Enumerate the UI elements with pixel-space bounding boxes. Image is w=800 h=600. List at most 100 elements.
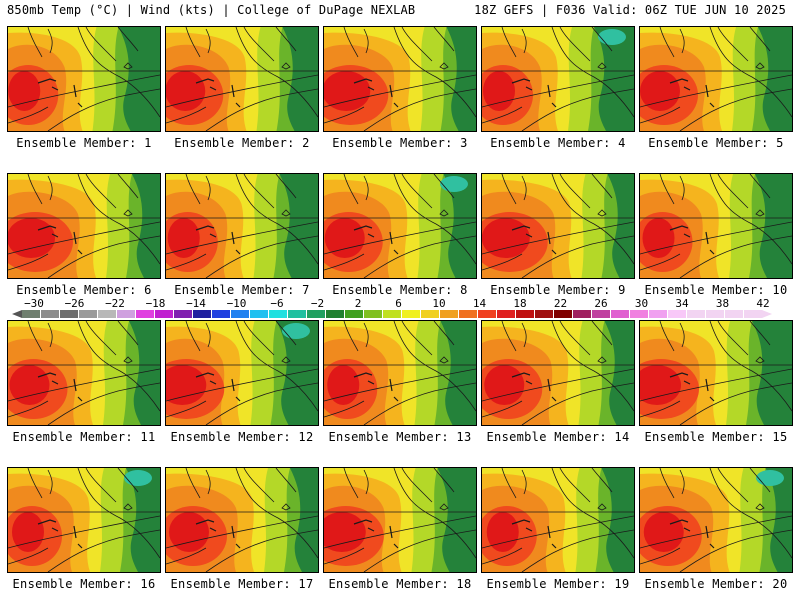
ensemble-member-label: Ensemble Member: 7: [174, 283, 310, 297]
colorbar-tick-label: −26: [64, 297, 85, 310]
temperature-field: [324, 174, 476, 278]
ensemble-member-label: Ensemble Member: 15: [644, 430, 788, 444]
ensemble-map[interactable]: [481, 320, 635, 426]
ensemble-panel[interactable]: Ensemble Member: 14: [481, 320, 635, 444]
ensemble-panel[interactable]: Ensemble Member: 5: [639, 26, 793, 150]
colorbar-cell: [630, 310, 649, 318]
ensemble-map[interactable]: [323, 320, 477, 426]
colorbar-tick-label: −6: [270, 297, 284, 310]
colorbar-cell: [307, 310, 326, 318]
ensemble-map[interactable]: [165, 173, 319, 279]
ensemble-panel[interactable]: Ensemble Member: 3: [323, 26, 477, 150]
ensemble-map[interactable]: [165, 467, 319, 573]
colorbar-cell: [269, 310, 288, 318]
ensemble-panel[interactable]: Ensemble Member: 12: [165, 320, 319, 444]
colorbar-tick-label: 6: [395, 297, 402, 310]
ensemble-map[interactable]: [481, 467, 635, 573]
ensemble-panel[interactable]: Ensemble Member: 20: [639, 467, 793, 591]
temperature-field: [640, 27, 792, 131]
ensemble-panel[interactable]: Ensemble Member: 13: [323, 320, 477, 444]
colorbar-tick-label: 34: [675, 297, 689, 310]
ensemble-panel[interactable]: Ensemble Member: 9: [481, 173, 635, 297]
ensemble-panel[interactable]: Ensemble Member: 1: [7, 26, 161, 150]
colorbar-cell: [136, 310, 155, 318]
temperature-field: [324, 321, 476, 425]
ensemble-map[interactable]: [165, 26, 319, 132]
colorbar-cell: [193, 310, 212, 318]
ensemble-map[interactable]: [639, 320, 793, 426]
ensemble-map[interactable]: [7, 173, 161, 279]
ensemble-member-label: Ensemble Member: 5: [648, 136, 784, 150]
ensemble-panel[interactable]: Ensemble Member: 16: [7, 467, 161, 591]
colorbar-cell: [402, 310, 421, 318]
ensemble-member-label: Ensemble Member: 14: [486, 430, 630, 444]
ensemble-panel[interactable]: Ensemble Member: 10: [639, 173, 793, 297]
ensemble-panel[interactable]: Ensemble Member: 6: [7, 173, 161, 297]
colorbar-tick-label: 18: [513, 297, 527, 310]
colorbar-cell: [706, 310, 725, 318]
ensemble-map[interactable]: [165, 320, 319, 426]
colorbar-tick-label: 2: [354, 297, 362, 310]
temperature-field: [482, 321, 634, 425]
ensemble-map[interactable]: [7, 26, 161, 132]
temperature-field: [324, 27, 476, 131]
ensemble-member-label: Ensemble Member: 8: [332, 283, 468, 297]
temperature-field: [166, 321, 318, 425]
colorbar-tick-label: −18: [145, 297, 166, 310]
colorbar-cell: [497, 310, 516, 318]
ensemble-map[interactable]: [639, 173, 793, 279]
ensemble-map[interactable]: [323, 26, 477, 132]
colorbar-cell: [668, 310, 687, 318]
colorbar-cell: [554, 310, 573, 318]
colorbar-cell: [364, 310, 383, 318]
colorbar-tick-label: 42: [756, 297, 770, 310]
ensemble-member-label: Ensemble Member: 6: [16, 283, 152, 297]
ensemble-map[interactable]: [323, 467, 477, 573]
colorbar-cell: [79, 310, 98, 318]
temperature-field: [8, 174, 160, 278]
colorbar-tick-label: 38: [715, 297, 730, 310]
ensemble-map[interactable]: [323, 173, 477, 279]
ensemble-panel[interactable]: Ensemble Member: 18: [323, 467, 477, 591]
colorbar-cell: [345, 310, 364, 318]
colorbar-tick-label: −30: [24, 297, 44, 310]
temperature-colorbar: −30 −26 −22 −18 −14 −10 −6 −2 2 6 10 14 18 22 26 30 34 38…: [12, 297, 788, 320]
temperature-field: [166, 468, 318, 572]
colorbar-tick-label: −22: [105, 297, 125, 310]
ensemble-map[interactable]: [7, 320, 161, 426]
colorbar-cell: [649, 310, 668, 318]
colorbar-cell: [326, 310, 345, 318]
colorbar-cell: [383, 310, 402, 318]
ensemble-member-label: Ensemble Member: 3: [332, 136, 468, 150]
colorbar-tick-label: 14: [472, 297, 487, 310]
ensemble-member-label: Ensemble Member: 18: [328, 577, 472, 591]
ensemble-map[interactable]: [481, 26, 635, 132]
ensemble-panel[interactable]: Ensemble Member: 15: [639, 320, 793, 444]
ensemble-map[interactable]: [639, 467, 793, 573]
ensemble-panel[interactable]: Ensemble Member: 7: [165, 173, 319, 297]
ensemble-panel[interactable]: Ensemble Member: 2: [165, 26, 319, 150]
ensemble-panel[interactable]: Ensemble Member: 8: [323, 173, 477, 297]
ensemble-panel[interactable]: Ensemble Member: 17: [165, 467, 319, 591]
colorbar-cell: [440, 310, 459, 318]
colorbar-tick-label: 22: [553, 297, 568, 310]
ensemble-map[interactable]: [639, 26, 793, 132]
ensemble-member-label: Ensemble Member: 13: [328, 430, 472, 444]
ensemble-panel[interactable]: Ensemble Member: 4: [481, 26, 635, 150]
colorbar-cell: [41, 310, 60, 318]
colorbar-tick-label: −10: [226, 297, 247, 310]
colorbar-tick-label: 30: [634, 297, 649, 310]
ensemble-member-label: Ensemble Member: 11: [12, 430, 156, 444]
colorbar-cell: [611, 310, 630, 318]
temperature-field: [482, 468, 634, 572]
colorbar-tick-label: 26: [594, 297, 608, 310]
ensemble-panel[interactable]: Ensemble Member: 19: [481, 467, 635, 591]
ensemble-map[interactable]: [481, 173, 635, 279]
ensemble-panel[interactable]: Ensemble Member: 11: [7, 320, 161, 444]
colorbar-cell: [744, 310, 763, 318]
ensemble-member-label: Ensemble Member: 16: [12, 577, 156, 591]
colorbar-cell: [725, 310, 744, 318]
ensemble-map[interactable]: [7, 467, 161, 573]
map-title: 850mb Temp (°C) | Wind (kts) | College o…: [7, 3, 416, 17]
temperature-field: [640, 468, 792, 572]
